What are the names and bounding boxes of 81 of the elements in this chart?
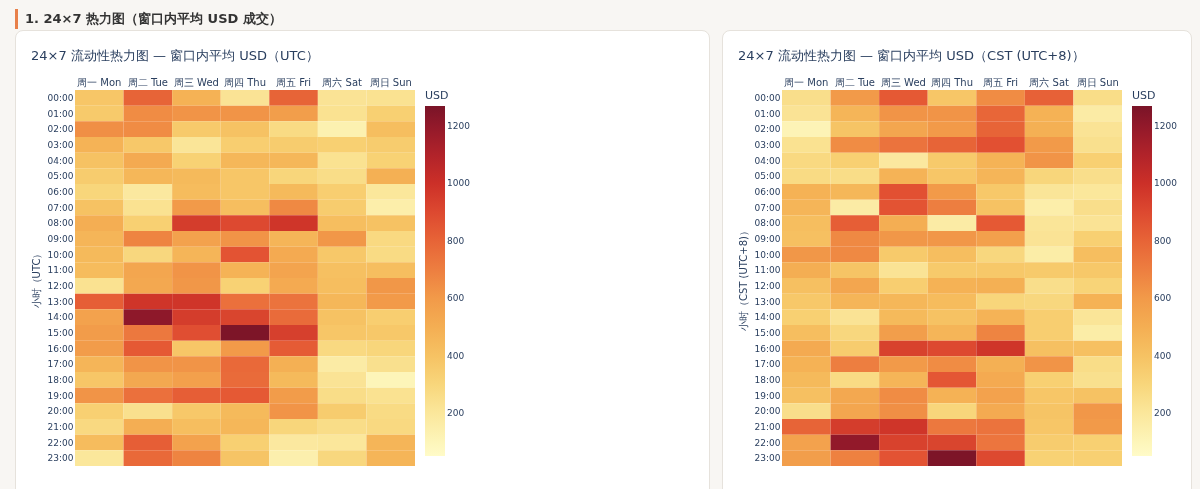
y-tick-label: 09:00 <box>754 233 781 244</box>
y-tick-label: 22:00 <box>47 437 74 448</box>
x-tick-label: 周二 Tue <box>834 76 875 88</box>
chart-title: 24×7 流动性热力图 — 窗口内平均 USD（UTC） <box>31 48 319 63</box>
y-tick-label: 02:00 <box>754 124 781 135</box>
y-tick-label: 21:00 <box>754 421 781 432</box>
color-bar-label: 1200 <box>1154 121 1178 132</box>
y-tick-label: 17:00 <box>754 359 781 370</box>
y-tick-label: 00:00 <box>47 92 74 103</box>
y-tick-label: 20:00 <box>754 406 781 417</box>
y-tick-label: 06:00 <box>754 186 781 197</box>
color-bar-label: 600 <box>447 293 465 304</box>
y-tick-label: 11:00 <box>754 265 781 276</box>
y-tick-label: 11:00 <box>47 265 74 276</box>
y-tick-label: 02:00 <box>47 124 74 135</box>
color-bar-label: 200 <box>1154 407 1172 418</box>
y-tick-label: 23:00 <box>47 453 74 464</box>
y-tick-label: 07:00 <box>47 202 74 213</box>
y-tick-label: 03:00 <box>47 139 74 150</box>
y-axis-title: 小时（CST (UTC+8)） <box>737 226 749 331</box>
color-bar-label: 1000 <box>447 178 471 189</box>
y-tick-label: 14:00 <box>754 312 781 323</box>
color-bar-label: 600 <box>1154 293 1172 304</box>
y-tick-label: 15:00 <box>47 327 74 338</box>
y-tick-label: 00:00 <box>754 92 781 103</box>
y-tick-label: 15:00 <box>754 327 781 338</box>
y-tick-label: 01:00 <box>47 108 74 119</box>
color-bar-label: 200 <box>447 407 465 418</box>
color-bar-title: USD <box>1132 89 1156 102</box>
x-tick-label: 周四 Thu <box>224 76 266 88</box>
y-tick-label: 18:00 <box>47 374 74 385</box>
x-tick-label: 周二 Tue <box>127 76 168 88</box>
x-tick-label: 周一 Mon <box>77 76 122 88</box>
color-bar-label: 400 <box>1154 350 1172 361</box>
y-tick-label: 17:00 <box>47 359 74 370</box>
y-tick-label: 04:00 <box>47 155 74 166</box>
y-tick-label: 10:00 <box>47 249 74 260</box>
y-tick-label: 03:00 <box>754 139 781 150</box>
x-tick-label: 周三 Wed <box>880 76 926 88</box>
x-tick-label: 周五 Fri <box>276 76 312 88</box>
color-bar-label: 800 <box>447 235 465 246</box>
color-bar-label: 1200 <box>447 121 471 132</box>
x-tick-label: 周六 Sat <box>1029 76 1070 88</box>
y-tick-label: 16:00 <box>754 343 781 354</box>
y-tick-label: 05:00 <box>754 171 781 182</box>
color-bar-label: 1000 <box>1154 178 1178 189</box>
x-tick-label: 周五 Fri <box>983 76 1019 88</box>
chart-title: 24×7 流动性热力图 — 窗口内平均 USD（CST (UTC+8)） <box>738 48 1085 63</box>
y-tick-label: 18:00 <box>754 374 781 385</box>
y-tick-label: 16:00 <box>47 343 74 354</box>
color-bar-label: 800 <box>1154 235 1172 246</box>
y-tick-label: 06:00 <box>47 186 74 197</box>
y-tick-label: 08:00 <box>47 218 74 229</box>
y-tick-label: 08:00 <box>754 218 781 229</box>
y-tick-label: 23:00 <box>754 453 781 464</box>
y-tick-label: 21:00 <box>47 421 74 432</box>
y-tick-label: 12:00 <box>754 280 781 291</box>
color-bar-label: 400 <box>447 350 465 361</box>
x-tick-label: 周一 Mon <box>784 76 829 88</box>
y-axis-title: 小时（UTC） <box>30 248 42 309</box>
y-tick-label: 20:00 <box>47 406 74 417</box>
x-tick-label: 周日 Sun <box>369 76 412 88</box>
x-tick-label: 周三 Wed <box>173 76 219 88</box>
y-tick-label: 13:00 <box>47 296 74 307</box>
y-tick-label: 05:00 <box>47 171 74 182</box>
y-tick-label: 19:00 <box>47 390 74 401</box>
text: 1. 24×7 热力图（窗口内平均 USD 成交） <box>15 9 282 29</box>
y-tick-label: 09:00 <box>47 233 74 244</box>
x-tick-label: 周四 Thu <box>931 76 973 88</box>
x-tick-label: 周日 Sun <box>1076 76 1119 88</box>
y-tick-label: 22:00 <box>754 437 781 448</box>
y-tick-label: 04:00 <box>754 155 781 166</box>
y-tick-label: 19:00 <box>754 390 781 401</box>
y-tick-label: 12:00 <box>47 280 74 291</box>
y-tick-label: 07:00 <box>754 202 781 213</box>
y-tick-label: 13:00 <box>754 296 781 307</box>
color-bar-title: USD <box>425 89 449 102</box>
y-tick-label: 10:00 <box>754 249 781 260</box>
y-tick-label: 14:00 <box>47 312 74 323</box>
y-tick-label: 01:00 <box>754 108 781 119</box>
x-tick-label: 周六 Sat <box>322 76 363 88</box>
